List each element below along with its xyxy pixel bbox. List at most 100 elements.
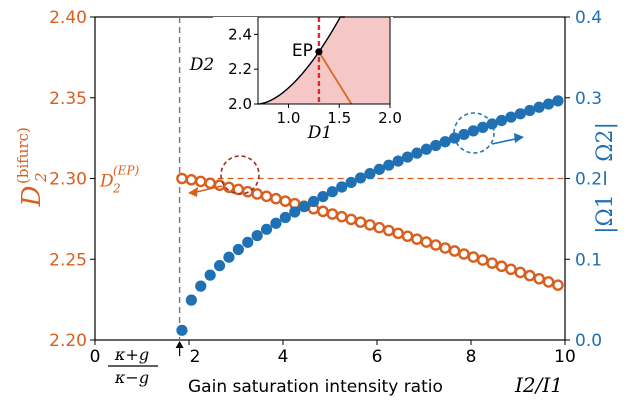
- ep-level-label-sub: 2: [112, 182, 121, 196]
- left-series-point: [448, 245, 461, 257]
- inset-y-axis-label: D2: [189, 55, 214, 75]
- right-series-point: [505, 111, 517, 123]
- inset-x-axis-label: D1: [307, 123, 332, 143]
- right-series-point: [458, 128, 470, 141]
- left-series-point: [495, 260, 508, 273]
- right-series-point: [279, 211, 291, 224]
- left-series-point: [251, 188, 263, 200]
- inset-x-tick-label: 1.0: [277, 109, 301, 127]
- right-series-point: [204, 269, 216, 281]
- y-left-tick-label: 2.40: [49, 8, 87, 28]
- left-series-point: [185, 173, 198, 186]
- left-series-point: [458, 248, 470, 260]
- left-series-point: [326, 208, 339, 220]
- y-left-tick-label: 2.35: [49, 89, 87, 109]
- right-series-point: [232, 243, 244, 256]
- y-left-axis-label: D 2(bifurc): [14, 127, 50, 207]
- right-series-point: [336, 181, 348, 193]
- left-series-point: [382, 224, 395, 237]
- y-left-axis-label-sub: 2: [32, 172, 50, 183]
- right-series-point: [495, 114, 508, 127]
- right-series-point: [176, 324, 188, 336]
- left-series-point: [232, 183, 245, 196]
- inset-orange-line: [318, 51, 353, 105]
- right-annotation-circle: [453, 112, 495, 154]
- left-annotation-circle: [220, 155, 260, 195]
- left-series-point: [364, 219, 376, 231]
- left-series-point: [176, 172, 188, 185]
- right-series-point: [401, 151, 414, 163]
- left-series-point: [514, 266, 527, 279]
- right-series-point: [411, 147, 423, 159]
- threshold-label-denominator: κ−g: [114, 368, 149, 387]
- right-series-point: [467, 125, 479, 137]
- left-series-point: [467, 251, 480, 263]
- x-tick-label: 6: [372, 347, 383, 367]
- y-left-tick-label: 2.30: [49, 170, 87, 190]
- inset-x-tick-label: 1.5: [327, 109, 351, 127]
- right-series-point: [185, 294, 197, 306]
- left-series-point: [439, 242, 451, 254]
- x-axis-label-ratio: I2/I1: [514, 373, 563, 397]
- right-series-point: [552, 95, 564, 107]
- y-left-axis-label-sup: (bifurc): [14, 127, 32, 184]
- x-tick-label: 8: [466, 347, 477, 367]
- right-series-point: [364, 168, 376, 180]
- right-series-point: [242, 236, 254, 248]
- right-series-point: [289, 206, 301, 218]
- y-right-tick-label: 0.0: [575, 331, 602, 351]
- right-series-point: [430, 139, 442, 152]
- right-series-point: [307, 195, 320, 208]
- inset-ep-point: [315, 48, 323, 56]
- right-series-point: [533, 101, 545, 113]
- left-series-point: [552, 279, 564, 291]
- right-annotation-arrow-head: [514, 133, 524, 143]
- threshold-label-numerator: κ+g: [114, 345, 149, 364]
- x-axis-label: Gain saturation intensity ratio: [188, 377, 443, 397]
- threshold-arrow-head: [175, 341, 184, 348]
- right-series-point: [524, 104, 536, 117]
- x-tick-label: 2: [190, 347, 201, 367]
- y-right-tick-label: 0.2: [575, 170, 602, 190]
- right-series-point: [477, 121, 489, 133]
- right-series-point: [213, 260, 226, 272]
- left-series-point: [505, 263, 517, 276]
- left-annotation-arrow-head: [188, 187, 198, 197]
- right-series-point: [383, 159, 395, 171]
- left-series-point: [542, 276, 555, 288]
- left-series-point: [335, 210, 348, 223]
- left-series-point: [260, 190, 273, 203]
- left-series-point: [523, 269, 536, 282]
- right-series-point: [326, 186, 338, 198]
- right-series-point: [439, 136, 451, 148]
- left-series-point: [420, 236, 433, 248]
- y-left-tick-label: 2.25: [49, 250, 87, 270]
- right-series-point: [392, 155, 404, 167]
- inset-ep-label: EP: [292, 41, 313, 61]
- right-series-point: [298, 201, 310, 213]
- x-tick-label: 10: [554, 347, 576, 367]
- y-left-axis-label-main: D: [17, 185, 47, 207]
- ep-level-label: D: [99, 172, 114, 192]
- x-tick-label: 0: [90, 347, 101, 367]
- x-tick-label: 4: [278, 347, 289, 367]
- left-series-point: [429, 239, 442, 251]
- left-series-point: [354, 216, 367, 228]
- right-series-point: [270, 217, 282, 229]
- right-series-point: [514, 108, 526, 120]
- right-series-point: [354, 172, 367, 184]
- left-series-point: [486, 257, 498, 269]
- y-right-axis-label: |Ω1 − Ω2|: [593, 122, 618, 234]
- left-series-point: [204, 177, 216, 190]
- inset-y-tick-label: 2.0: [228, 95, 252, 113]
- y-left-tick-label: 2.20: [49, 331, 87, 351]
- left-series-point: [411, 233, 423, 245]
- inset-y-tick-label: 2.2: [228, 60, 252, 78]
- left-series-point: [279, 195, 292, 207]
- left-series-point: [533, 272, 545, 285]
- left-series-point: [373, 221, 386, 234]
- right-series-point: [317, 190, 329, 203]
- left-series-point: [270, 192, 282, 205]
